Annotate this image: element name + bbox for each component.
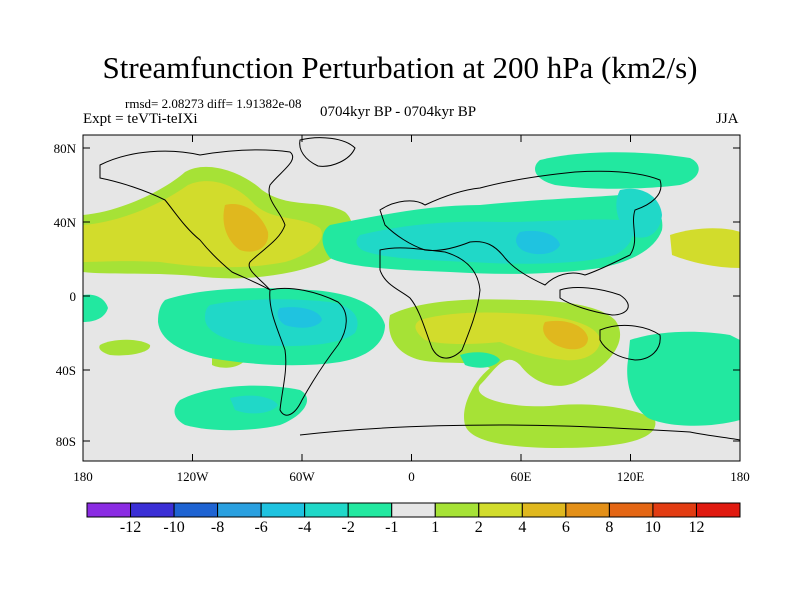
contour-region-sa-4 — [277, 307, 322, 328]
lat-label: 40N — [54, 215, 77, 230]
contour-region-sa-2 — [205, 299, 358, 347]
colorbar-swatch — [173, 502, 219, 518]
colorbar-label: 12 — [688, 519, 704, 536]
lat-label: 80S — [56, 434, 76, 449]
colorbar-label: -10 — [163, 519, 184, 536]
contour-region-eurasia-4 — [516, 230, 560, 255]
colorbar-swatch — [695, 502, 741, 518]
colorbar-swatch — [434, 502, 480, 518]
lon-label: 120W — [177, 469, 210, 484]
lon-label: 180 — [730, 469, 750, 484]
season-label: JJA — [716, 111, 739, 127]
lon-label: 180 — [73, 469, 93, 484]
colorbar-swatch — [478, 502, 523, 518]
contour-region-sh-6 — [543, 320, 588, 350]
colorbar-label: 10 — [645, 519, 661, 536]
colorbar-swatch — [347, 502, 393, 518]
colorbar-label: 2 — [475, 519, 483, 536]
colorbar-label: -4 — [298, 519, 311, 536]
colorbar-label: 4 — [518, 519, 526, 536]
colorbar-swatch — [130, 502, 175, 518]
colorbar-swatch — [608, 502, 654, 518]
colorbar-label: 6 — [562, 519, 570, 536]
experiment-label: Expt = teVTi-teIXi — [83, 111, 198, 127]
contour-region-asia-ne — [616, 188, 662, 238]
lat-label: 40S — [56, 363, 76, 378]
contour-region-na-6 — [223, 204, 269, 252]
coastlines — [99, 137, 740, 441]
contour-region-pac-south-neg — [627, 331, 740, 426]
colorbar-swatch — [260, 502, 306, 518]
colorbar-swatch — [521, 502, 567, 518]
colorbar-label: -8 — [211, 519, 224, 536]
contour-region-eurasia-2 — [356, 219, 633, 264]
colorbar-swatch — [652, 502, 697, 518]
lat-label: 80N — [54, 141, 77, 156]
contour-region-pac-east — [670, 228, 740, 268]
colorbar-label: -12 — [120, 519, 141, 536]
latitude-ticks: 80N 40N 0 40S 80S — [54, 141, 740, 449]
lon-label: 60W — [289, 469, 315, 484]
stats-line: rmsd= 2.08273 diff= 1.91382e-08 — [125, 96, 302, 111]
colorbar — [86, 502, 741, 518]
colorbar-label: 1 — [431, 519, 439, 536]
contour-region-sa-pos — [99, 339, 151, 356]
colorbar-label: 8 — [605, 519, 613, 536]
lon-label: 0 — [408, 469, 415, 484]
map-title: Streamfunction Perturbation at 200 hPa (… — [102, 50, 698, 85]
lon-label: 60E — [511, 469, 532, 484]
colorbar-label: -1 — [385, 519, 398, 536]
colorbar-swatch — [86, 502, 132, 518]
contour-region-so-2 — [230, 395, 278, 414]
contour-region-arctic-neg — [535, 152, 699, 189]
colorbar-swatch — [565, 502, 610, 518]
colorbar-swatch — [391, 502, 436, 518]
contour-region-indian-neg — [460, 352, 500, 368]
colorbar-swatch — [217, 502, 262, 518]
lon-label: 120E — [617, 469, 645, 484]
colorbar-label: -2 — [342, 519, 355, 536]
colorbar-label: -6 — [254, 519, 267, 536]
period-label: 0704kyr BP - 0704kyr BP — [320, 104, 477, 120]
colorbar-labels: -12 -10 -8 -6 -4 -2 -1 1 2 4 6 8 10 12 — [120, 519, 705, 536]
colorbar-swatch — [304, 502, 349, 518]
contour-field — [83, 135, 740, 461]
contour-region-pac-west-neg — [83, 294, 108, 322]
longitude-ticks: 180 120W 60W 0 60E 120E 180 — [73, 135, 750, 484]
lat-label: 0 — [70, 289, 77, 304]
